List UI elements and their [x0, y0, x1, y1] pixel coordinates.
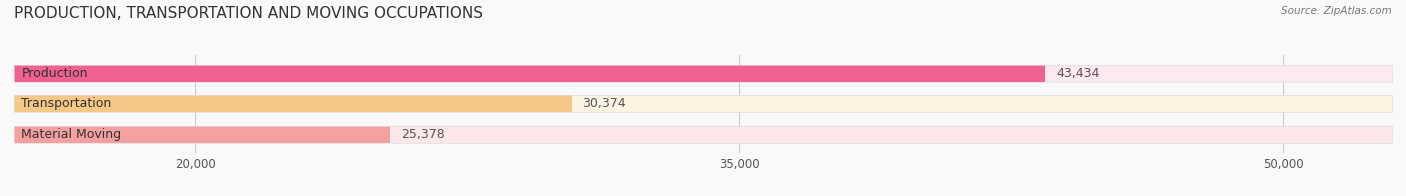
Bar — [14, 95, 1392, 112]
Bar — [14, 126, 1392, 143]
Text: 43,434: 43,434 — [1056, 67, 1099, 80]
Text: PRODUCTION, TRANSPORTATION AND MOVING OCCUPATIONS: PRODUCTION, TRANSPORTATION AND MOVING OC… — [14, 6, 484, 21]
Bar — [14, 95, 1392, 112]
Text: Material Moving: Material Moving — [21, 128, 121, 141]
Text: 25,378: 25,378 — [401, 128, 444, 141]
Text: 30,374: 30,374 — [582, 97, 626, 110]
Bar — [14, 65, 1045, 82]
Text: Transportation: Transportation — [21, 97, 111, 110]
Bar — [14, 65, 1392, 82]
Text: Production: Production — [21, 67, 87, 80]
Text: Source: ZipAtlas.com: Source: ZipAtlas.com — [1281, 6, 1392, 16]
Bar — [14, 95, 571, 112]
Bar — [14, 65, 1392, 82]
Bar — [14, 126, 391, 143]
Bar — [14, 126, 1392, 143]
